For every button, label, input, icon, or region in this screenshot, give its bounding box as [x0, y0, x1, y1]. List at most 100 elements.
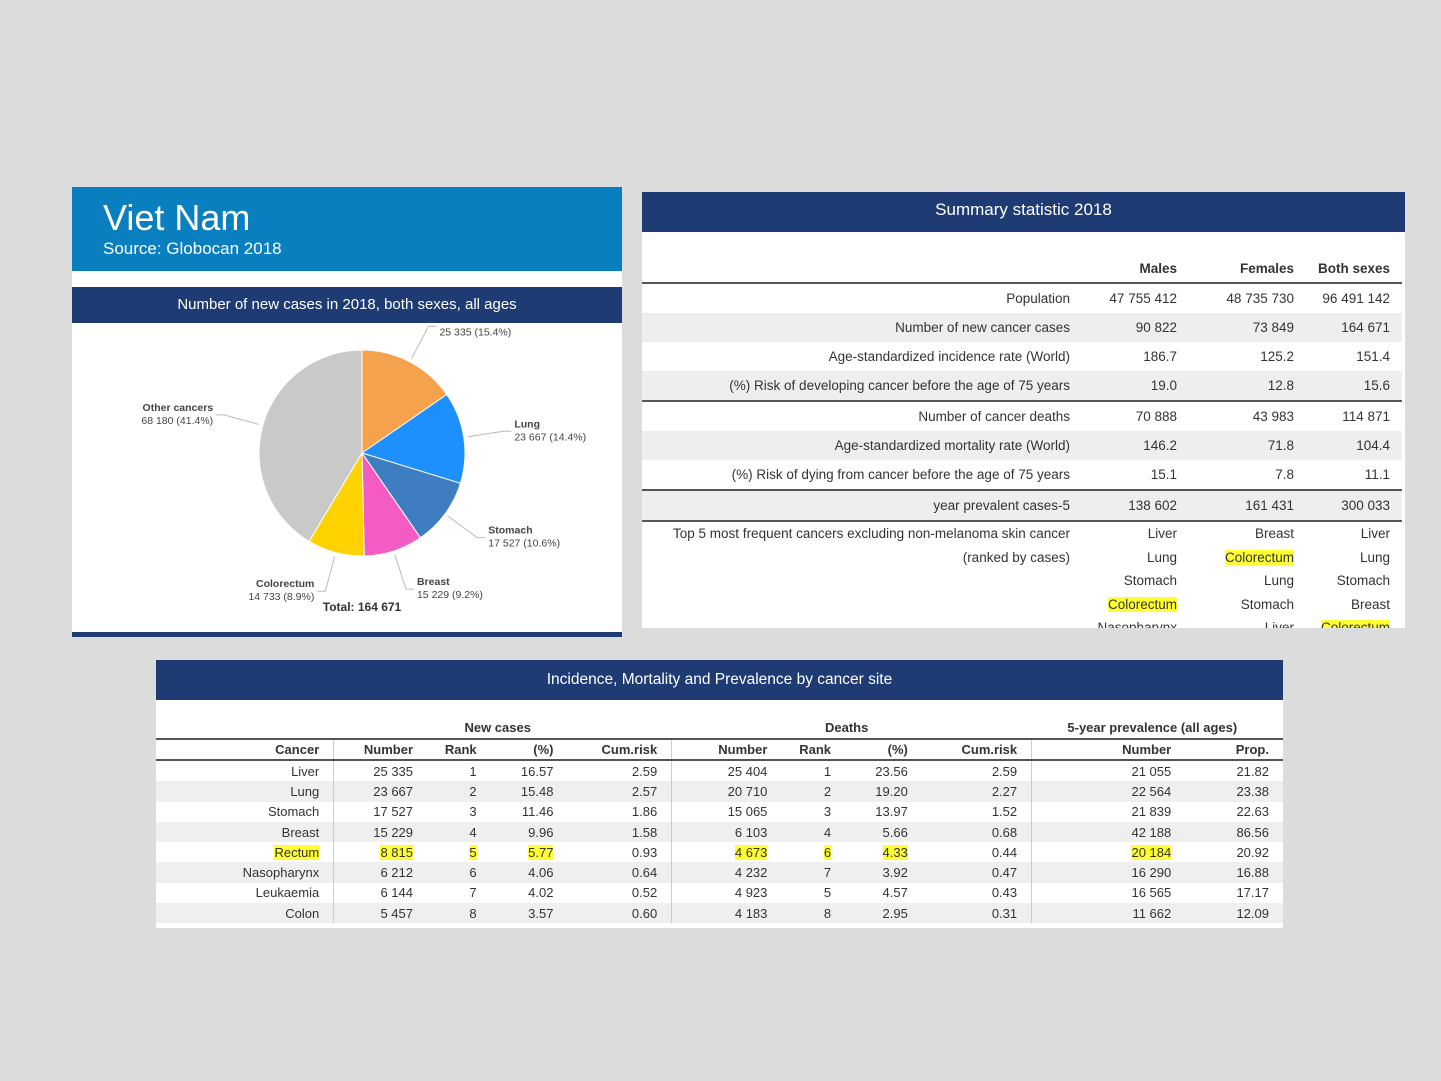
cell: 0.43: [922, 883, 1032, 903]
cancer-name: Stomach: [1240, 596, 1294, 612]
cell-text: 0.93: [631, 844, 658, 860]
row: Risk of dying from cancer before the age…: [642, 460, 1402, 490]
slice-name: Liver: [439, 323, 464, 325]
cell: Colon: [156, 903, 334, 924]
cell-text: 6 144: [380, 885, 414, 901]
cell-text: 9.96: [528, 824, 554, 840]
cell: 42 188: [1031, 821, 1186, 843]
slice-name: Other cancers: [143, 402, 214, 414]
cell-text: Colon: [285, 905, 320, 921]
cell-text: 4.33: [882, 844, 908, 860]
cell: 17.17: [1185, 883, 1283, 903]
cell-text: 0.64: [631, 865, 658, 881]
cell: 164 671: [1306, 313, 1402, 342]
cancer-name: Stomach: [1123, 573, 1177, 589]
row-label: Age-standardized mortality rate (World): [642, 431, 1082, 460]
cell: 43 983: [1189, 400, 1306, 431]
cell: 4 232: [671, 862, 782, 883]
row: Stomach 17 527 3 11.46 1.86 15 065 3 13.97 1.52 2…: [156, 801, 1283, 822]
cancer-name: Lung: [1359, 549, 1390, 565]
cell: Lung: [156, 781, 334, 802]
cell: 17 527: [333, 801, 428, 822]
group-row: New cases Deaths 5-year prevalence (all ag…: [156, 716, 1283, 739]
column-header: Cum.risk: [921, 738, 1032, 761]
cell-text: 0.68: [991, 824, 1018, 840]
cell: 1: [781, 760, 845, 781]
cell: 3.92: [845, 862, 922, 883]
leader-line: [447, 515, 486, 539]
column-header: (%): [845, 738, 922, 761]
cell-text: 20 184: [1131, 844, 1172, 860]
top5-cell: Liver: [1306, 520, 1402, 546]
cell-text: 0.43: [991, 885, 1018, 901]
cell: 186.7: [1143, 349, 1177, 364]
footer-bar: [72, 632, 622, 637]
blank: [156, 716, 334, 739]
cell: 86.56: [1185, 821, 1283, 843]
cell: 0.52: [567, 883, 671, 903]
cell-text: Leukaemia: [255, 885, 320, 901]
cell-text: 23.56: [875, 763, 908, 779]
row-label: 5-year prevalent cases: [642, 489, 1082, 521]
cancer-name: Lung: [1146, 549, 1177, 565]
row: Lung 23 667 2 15.48 2.57 20 710 2 19.20 2.27 22 5…: [156, 781, 1283, 802]
cell: 300 033: [1306, 489, 1402, 521]
cell-text: 15 229: [373, 824, 414, 840]
row-label: Number of cancer deaths: [642, 400, 1082, 431]
cancer-name: Breast: [1254, 526, 1294, 542]
row: Rectum 8 815 5 5.77 0.93 4 673 6 4.33 0.44 20 184…: [156, 842, 1283, 863]
cell: 25 404: [671, 760, 782, 782]
leader-line: [467, 430, 512, 438]
cell-text: 42 188: [1131, 824, 1172, 840]
cell: 11.46: [491, 802, 568, 822]
group-header: Deaths: [824, 719, 869, 735]
top5-cell: Colorectum: [1189, 546, 1306, 570]
cell: 5: [781, 883, 845, 903]
cell: 161 431: [1189, 489, 1306, 521]
column-header: Males: [1139, 260, 1177, 276]
cell: 70 888: [1082, 400, 1189, 431]
sites-table: New cases Deaths 5-year prevalence (all ag…: [156, 716, 1283, 924]
source: Source: Globocan 2018: [103, 239, 282, 258]
column-header: Cum.risk: [567, 738, 672, 761]
cell-text: 6 212: [380, 865, 414, 881]
top5-cell: Stomach: [1189, 593, 1306, 617]
cell-text: 0.52: [631, 885, 658, 901]
cell: 4.06: [490, 862, 568, 883]
cell: 1.58: [567, 821, 672, 843]
cell-text: 4 673: [734, 844, 768, 860]
cell: 7: [427, 883, 491, 903]
cell: 3: [427, 802, 491, 822]
row: Leukaemia 6 144 7 4.02 0.52 4 923 5 4.57 0.43 16 …: [156, 882, 1283, 904]
cell-text: 15.48: [520, 783, 554, 799]
top5-cell: Lung: [1189, 569, 1306, 593]
pie-slice: [258, 349, 363, 543]
group-header: New cases: [464, 719, 531, 735]
cell-text: 8: [469, 905, 477, 921]
cell-text: 4.02: [528, 885, 554, 901]
row: Age-standardized mortality rate (World) 1…: [642, 431, 1402, 460]
cell: 0.47: [921, 862, 1032, 883]
cell-text: 21.82: [1236, 763, 1269, 779]
cell: Breast: [156, 821, 334, 843]
cancer-name: Breast: [1350, 596, 1390, 612]
summary-table: Males Females Both sexes Population 47 755 4…: [642, 254, 1402, 628]
cell: Stomach: [156, 802, 334, 822]
blank: [642, 254, 1082, 283]
cell: 5.77: [491, 842, 568, 862]
cell: 6: [781, 842, 845, 862]
cell: 3.57: [490, 903, 568, 924]
column-header: Prop.: [1185, 738, 1283, 761]
cell: 3: [781, 802, 845, 822]
cancer-name: Colorectum: [1320, 620, 1390, 628]
cell: 16.57: [491, 760, 568, 781]
cell: 0.31: [921, 903, 1032, 924]
cancer-name: Liver: [1264, 620, 1294, 628]
cell: 25 335: [333, 760, 428, 782]
top5-label: [642, 569, 1082, 593]
sites-panel: Incidence, Mortality and Prevalence by c…: [156, 660, 1283, 928]
row: Population 47 755 412 48 735 730 96 491 142: [642, 282, 1402, 313]
cell: 22 564: [1031, 781, 1186, 802]
